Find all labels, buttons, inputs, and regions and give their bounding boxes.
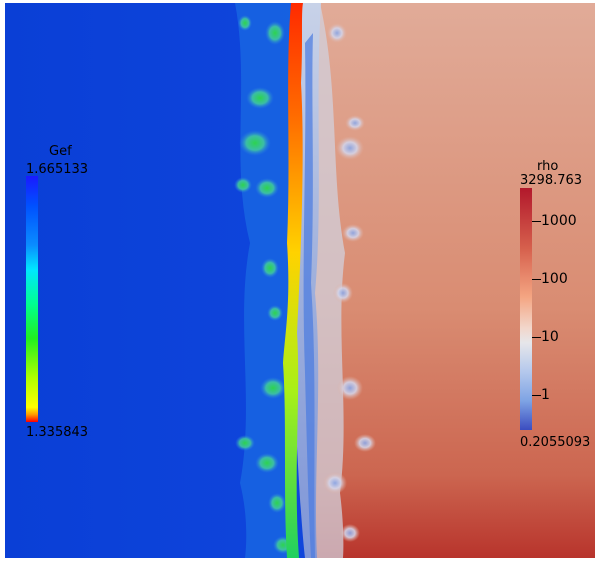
- rho-tick-1: 1: [541, 387, 550, 403]
- rho-legend-max-label: 3298.763: [520, 173, 583, 188]
- rho-legend-title: rho: [537, 159, 559, 174]
- rho-legend-min-label: 0.2055093: [520, 435, 591, 450]
- rho-tick-mark-1: [532, 395, 541, 396]
- gef-legend-title: Gef: [49, 144, 72, 159]
- rho-tick-mark-10: [532, 337, 541, 338]
- rho-tick-100: 100: [541, 271, 568, 287]
- simulation-render: [5, 3, 595, 558]
- rho-tick-10: 10: [541, 329, 559, 345]
- rho-color-bar: [520, 188, 532, 430]
- gef-legend-min-label: 1.335843: [26, 425, 89, 440]
- rho-tick-1000: 1000: [541, 213, 577, 229]
- gef-color-bar: [26, 176, 38, 422]
- rho-tick-mark-1000: [532, 221, 541, 222]
- rho-tick-mark-100: [532, 279, 541, 280]
- gef-legend-max-label: 1.665133: [26, 162, 89, 177]
